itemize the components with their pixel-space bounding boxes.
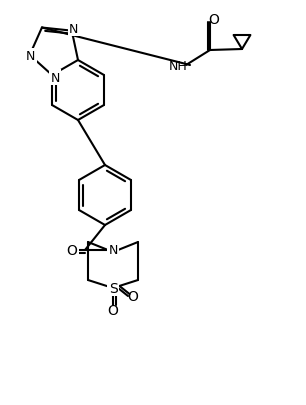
Text: NH: NH	[169, 60, 187, 72]
Text: O: O	[209, 13, 219, 27]
Text: O: O	[108, 303, 118, 317]
Text: O: O	[67, 243, 77, 257]
Text: N: N	[50, 71, 60, 84]
Text: N: N	[108, 244, 118, 257]
Text: S: S	[109, 281, 118, 295]
Text: N: N	[69, 23, 78, 36]
Text: O: O	[128, 289, 138, 303]
Text: N: N	[26, 50, 35, 63]
